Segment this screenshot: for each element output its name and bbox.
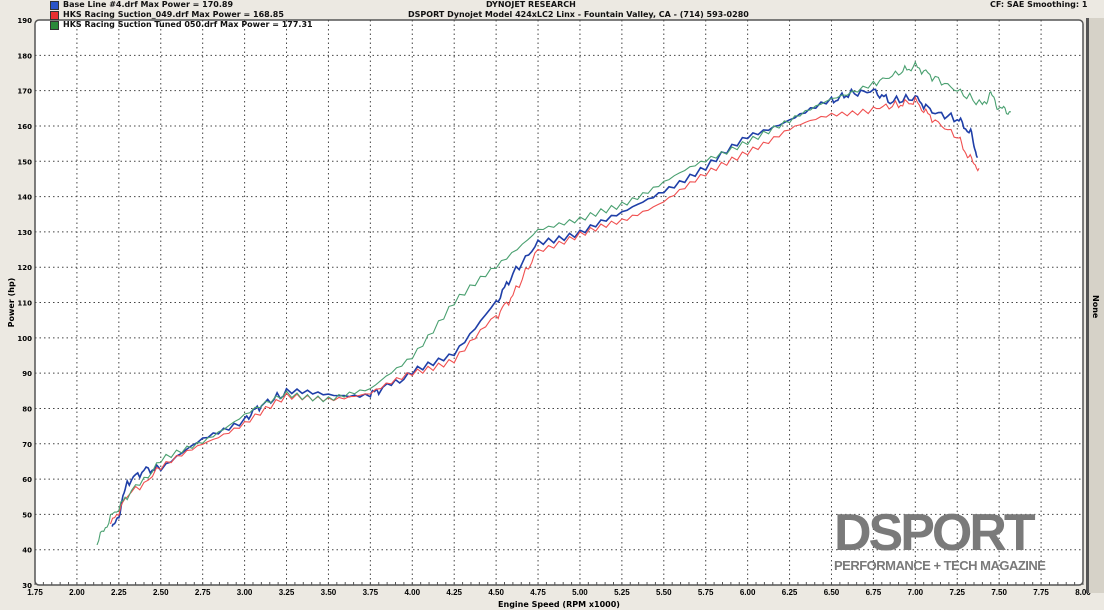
- right-panel-label: None: [1091, 295, 1100, 319]
- series-line-2: [109, 95, 980, 525]
- x-tick-label: 3.75: [363, 588, 379, 597]
- logo-tagline: PERFORMANCE + TECH MAGAZINE: [834, 558, 1046, 573]
- y-tick-label: 90: [22, 370, 32, 378]
- x-tick-label: 5.25: [614, 588, 630, 597]
- x-tick-label: 6.25: [782, 588, 798, 597]
- x-tick-label: 5.00: [572, 588, 588, 597]
- legend-swatch: [50, 20, 59, 30]
- logo-wordmark: DSPORT: [834, 504, 1036, 562]
- x-tick-label: 1.75: [27, 588, 43, 597]
- x-tick-label: 2.25: [111, 588, 127, 597]
- y-tick-label: 70: [22, 441, 32, 449]
- x-tick-label: 2.50: [153, 588, 169, 597]
- x-tick-label: 2.00: [69, 588, 85, 597]
- chart-title: DYNOJET RESEARCH: [486, 0, 576, 9]
- right-panel: [1086, 18, 1104, 593]
- x-tick-label: 4.00: [404, 588, 420, 597]
- x-tick-label: 6.50: [824, 588, 840, 597]
- legend-item-hks-049: HKS Racing Suction_049.drf Max Power = 1…: [50, 10, 284, 20]
- y-tick-label: 30: [22, 582, 32, 590]
- x-axis-label: Engine Speed (RPM x1000): [498, 600, 620, 609]
- x-tick-label: 6.00: [740, 588, 756, 597]
- x-tick-label: 7.50: [991, 588, 1007, 597]
- y-tick-label: 130: [17, 229, 32, 237]
- y-tick-label: 170: [17, 88, 32, 96]
- x-tick-label: 7.00: [908, 588, 924, 597]
- y-tick-label: 140: [17, 194, 32, 202]
- series-line-1: [111, 87, 979, 527]
- y-tick-label: 100: [17, 335, 32, 343]
- legend-label: HKS Racing Suction_049.drf Max Power = 1…: [63, 10, 284, 19]
- x-tick-label: 7.75: [1033, 588, 1049, 597]
- y-tick-label: 190: [17, 17, 32, 25]
- y-axis-label: Power (hp): [7, 278, 16, 328]
- x-tick-label: 5.50: [656, 588, 672, 597]
- x-tick-label: 2.75: [195, 588, 211, 597]
- y-tick-label: 60: [22, 476, 32, 484]
- legend-swatch: [50, 10, 59, 20]
- settings-label: CF: SAE Smoothing: 1: [990, 0, 1088, 9]
- x-tick-label: 3.25: [279, 588, 295, 597]
- chart-subtitle: DSPORT Dynojet Model 424xLC2 Linx - Foun…: [408, 10, 749, 19]
- dsport-logo: DSPORT PERFORMANCE + TECH MAGAZINE: [834, 504, 1046, 573]
- x-tick-label: 4.50: [488, 588, 504, 597]
- legend-item-hks-050: HKS Racing Suction Tuned 050.drf Max Pow…: [50, 20, 313, 30]
- x-tick-label: 5.75: [698, 588, 714, 597]
- x-tick-label: 3.00: [237, 588, 253, 597]
- y-tick-label: 40: [22, 547, 32, 555]
- series-line-3: [96, 60, 1011, 546]
- x-tick-label: 4.75: [530, 588, 546, 597]
- x-tick-label: 8.00: [1075, 588, 1091, 597]
- x-tick-label: 6.75: [866, 588, 882, 597]
- y-tick-label: 180: [17, 52, 32, 60]
- legend-swatch: [50, 0, 59, 10]
- y-tick-label: 150: [17, 158, 32, 166]
- legend-item-base-line: Base Line #4.drf Max Power = 170.89: [50, 0, 233, 10]
- y-tick-label: 120: [17, 264, 32, 272]
- legend-label: Base Line #4.drf Max Power = 170.89: [63, 0, 234, 9]
- y-tick-label: 50: [22, 511, 32, 519]
- x-tick-label: 4.25: [446, 588, 462, 597]
- y-tick-label: 80: [22, 405, 32, 413]
- y-tick-label: 110: [17, 300, 32, 308]
- legend-label: HKS Racing Suction Tuned 050.drf Max Pow…: [63, 20, 313, 29]
- x-tick-label: 7.25: [949, 588, 965, 597]
- x-tick-label: 3.50: [321, 588, 337, 597]
- y-tick-label: 160: [17, 123, 32, 131]
